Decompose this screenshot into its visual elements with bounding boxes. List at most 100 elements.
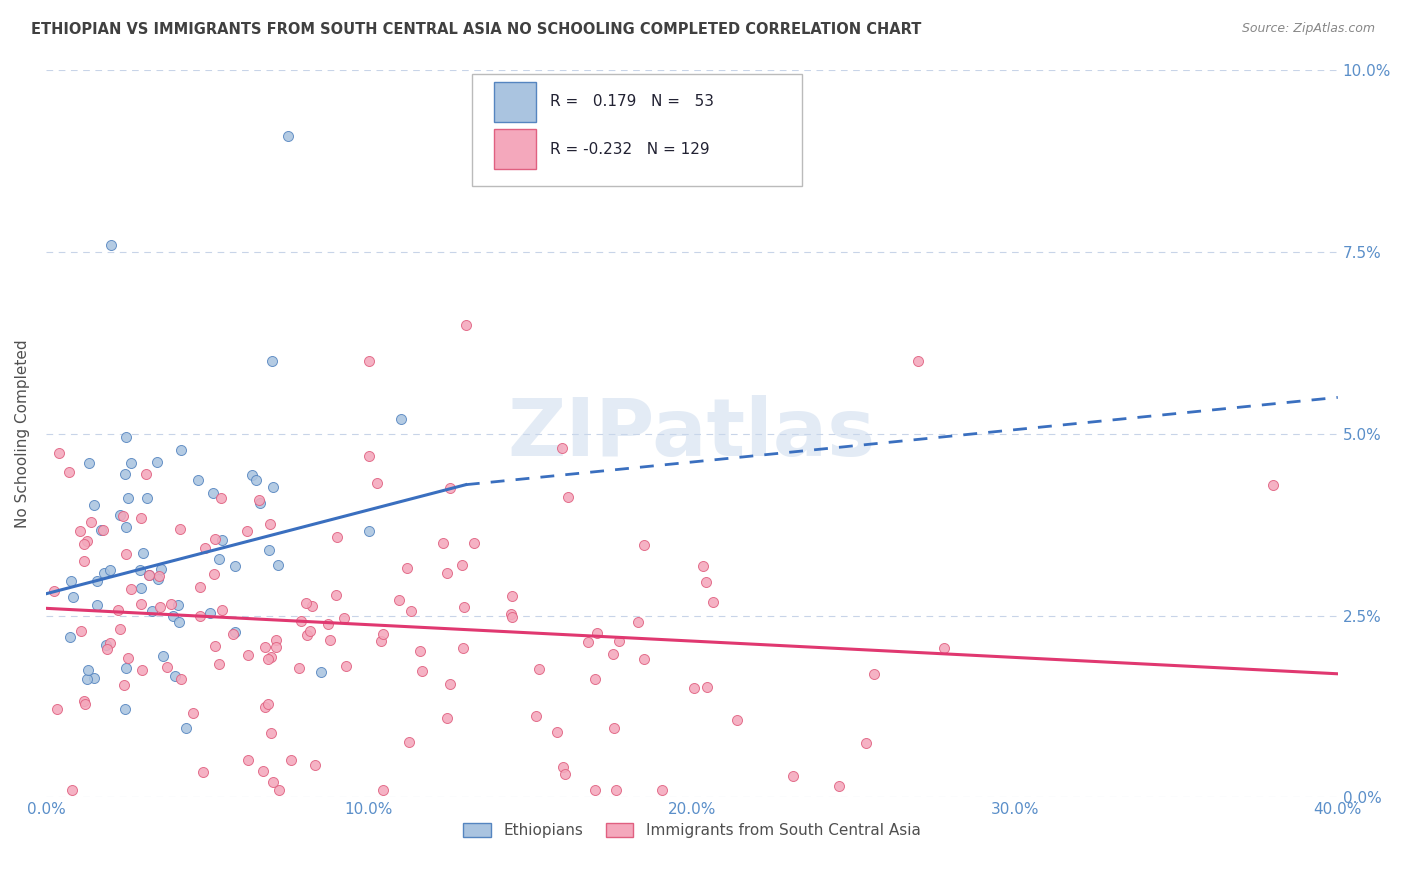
Point xyxy=(221,626,243,640)
Point xyxy=(90,523,112,537)
Point xyxy=(170,672,193,686)
Point xyxy=(141,604,163,618)
Point xyxy=(73,554,96,568)
Point xyxy=(527,662,550,676)
Point xyxy=(260,726,283,740)
Point xyxy=(583,673,606,687)
Point xyxy=(408,644,430,658)
Point xyxy=(651,783,673,797)
Point xyxy=(107,603,129,617)
Point xyxy=(266,558,288,572)
Point xyxy=(129,563,152,577)
Point xyxy=(696,680,718,694)
Point xyxy=(114,702,136,716)
Point xyxy=(605,783,627,797)
Point xyxy=(77,456,100,470)
Point xyxy=(93,566,115,581)
Point xyxy=(399,604,422,618)
Point xyxy=(586,626,609,640)
Point xyxy=(371,627,394,641)
Point xyxy=(108,508,131,522)
Point xyxy=(259,516,281,531)
Point xyxy=(277,128,299,143)
Point xyxy=(357,524,380,539)
Point xyxy=(264,632,287,647)
Point xyxy=(58,465,80,479)
Point xyxy=(436,566,458,580)
Point xyxy=(156,660,179,674)
Point xyxy=(546,724,568,739)
Point xyxy=(357,354,380,368)
Point xyxy=(501,607,523,621)
Point xyxy=(211,603,233,617)
Point xyxy=(389,412,412,426)
Point xyxy=(188,580,211,594)
Point xyxy=(193,541,215,555)
Point xyxy=(633,652,655,666)
Point xyxy=(551,441,574,455)
Point xyxy=(325,530,347,544)
Point xyxy=(160,597,183,611)
Point xyxy=(252,764,274,779)
Point xyxy=(436,711,458,725)
Point xyxy=(100,636,122,650)
Point xyxy=(72,694,94,708)
Point xyxy=(454,318,477,332)
Point xyxy=(163,668,186,682)
Point xyxy=(907,354,929,368)
Point xyxy=(62,590,84,604)
Point xyxy=(136,491,159,505)
Point xyxy=(370,633,392,648)
Point xyxy=(204,533,226,547)
Point xyxy=(395,560,418,574)
Point xyxy=(257,652,280,666)
Point xyxy=(1263,477,1285,491)
Point xyxy=(862,666,884,681)
Point xyxy=(117,491,139,505)
Point xyxy=(114,467,136,481)
Point xyxy=(855,736,877,750)
Point xyxy=(59,630,82,644)
Point xyxy=(75,697,97,711)
Point xyxy=(439,481,461,495)
Point xyxy=(501,610,523,624)
Point xyxy=(100,237,122,252)
Point xyxy=(683,681,706,695)
Point xyxy=(60,783,83,797)
Point xyxy=(257,543,280,558)
Point xyxy=(725,713,748,727)
Point xyxy=(115,520,138,534)
Point xyxy=(254,640,277,655)
Point xyxy=(117,651,139,665)
Point xyxy=(48,446,70,460)
Point xyxy=(245,473,267,487)
Point xyxy=(76,673,98,687)
Point xyxy=(262,774,284,789)
Point xyxy=(188,609,211,624)
Point xyxy=(146,572,169,586)
Point xyxy=(146,455,169,469)
Point xyxy=(135,467,157,481)
Point xyxy=(782,769,804,783)
Point xyxy=(236,648,259,663)
Text: ETHIOPIAN VS IMMIGRANTS FROM SOUTH CENTRAL ASIA NO SCHOOLING COMPLETED CORRELATI: ETHIOPIAN VS IMMIGRANTS FROM SOUTH CENTR… xyxy=(31,22,921,37)
Point xyxy=(583,783,606,797)
Point xyxy=(224,558,246,573)
Point xyxy=(76,533,98,548)
Point xyxy=(576,635,599,649)
Point xyxy=(602,647,624,661)
Point xyxy=(69,524,91,539)
Point xyxy=(695,574,717,589)
Point xyxy=(439,677,461,691)
Point xyxy=(96,642,118,657)
Point xyxy=(202,567,225,582)
Point xyxy=(451,558,474,573)
Point xyxy=(366,476,388,491)
Legend: Ethiopians, Immigrants from South Central Asia: Ethiopians, Immigrants from South Centra… xyxy=(457,817,927,845)
Point xyxy=(280,753,302,767)
Point xyxy=(249,496,271,510)
Point xyxy=(325,588,347,602)
Point xyxy=(200,606,222,620)
Point xyxy=(170,443,193,458)
Point xyxy=(451,640,474,655)
